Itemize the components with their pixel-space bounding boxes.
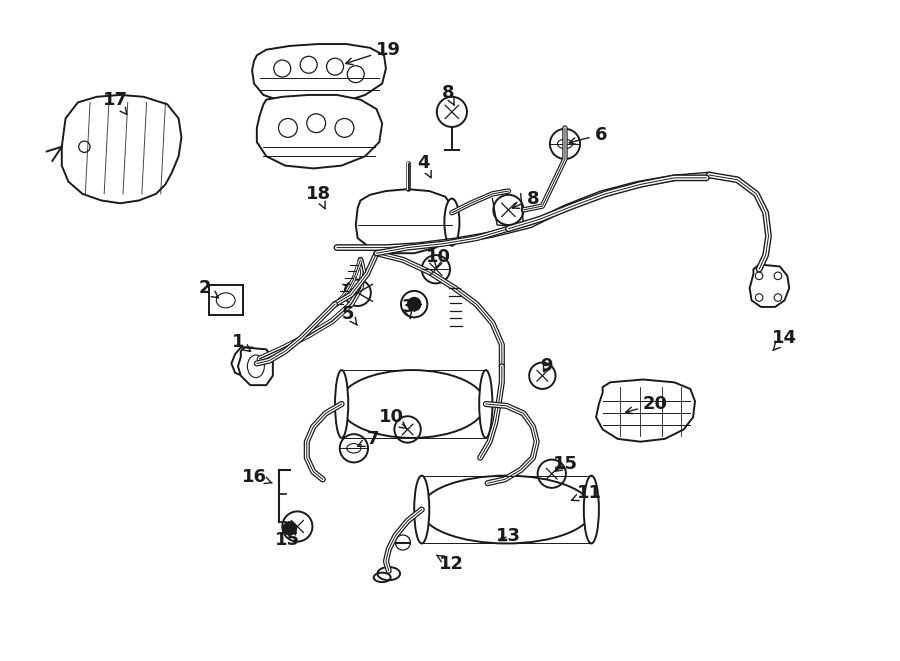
Polygon shape xyxy=(356,189,452,253)
Text: 8: 8 xyxy=(512,190,539,208)
Polygon shape xyxy=(750,264,789,307)
Text: 16: 16 xyxy=(241,467,272,486)
Ellipse shape xyxy=(479,370,492,438)
Ellipse shape xyxy=(339,370,485,438)
Text: 3: 3 xyxy=(401,298,414,319)
Text: 15: 15 xyxy=(275,527,301,549)
Ellipse shape xyxy=(584,476,598,543)
Polygon shape xyxy=(62,95,182,204)
Polygon shape xyxy=(238,348,273,385)
Text: 20: 20 xyxy=(626,395,668,414)
Text: 18: 18 xyxy=(305,185,330,209)
Bar xyxy=(209,286,243,315)
Polygon shape xyxy=(256,95,382,169)
Circle shape xyxy=(284,522,296,535)
Text: 6: 6 xyxy=(569,126,607,144)
Text: 15: 15 xyxy=(553,455,578,473)
Text: 10: 10 xyxy=(427,248,451,269)
Ellipse shape xyxy=(335,370,348,438)
Text: 5: 5 xyxy=(342,305,357,325)
Text: 4: 4 xyxy=(418,154,431,178)
Text: 17: 17 xyxy=(103,91,128,114)
Ellipse shape xyxy=(445,198,459,246)
Text: 13: 13 xyxy=(496,527,521,545)
Text: 11: 11 xyxy=(572,484,602,502)
Ellipse shape xyxy=(414,476,429,543)
Text: 8: 8 xyxy=(442,84,454,105)
Text: 12: 12 xyxy=(436,555,464,573)
Polygon shape xyxy=(596,379,695,442)
Text: 14: 14 xyxy=(772,329,797,350)
Polygon shape xyxy=(252,44,386,104)
Text: 9: 9 xyxy=(540,358,553,375)
Ellipse shape xyxy=(377,567,400,580)
Text: 1: 1 xyxy=(231,332,250,352)
Text: 10: 10 xyxy=(379,408,407,429)
Ellipse shape xyxy=(421,476,592,543)
Circle shape xyxy=(408,297,421,311)
Text: 2: 2 xyxy=(199,279,219,298)
Polygon shape xyxy=(231,348,264,377)
Text: 19: 19 xyxy=(346,41,401,65)
Text: 7: 7 xyxy=(358,430,379,448)
